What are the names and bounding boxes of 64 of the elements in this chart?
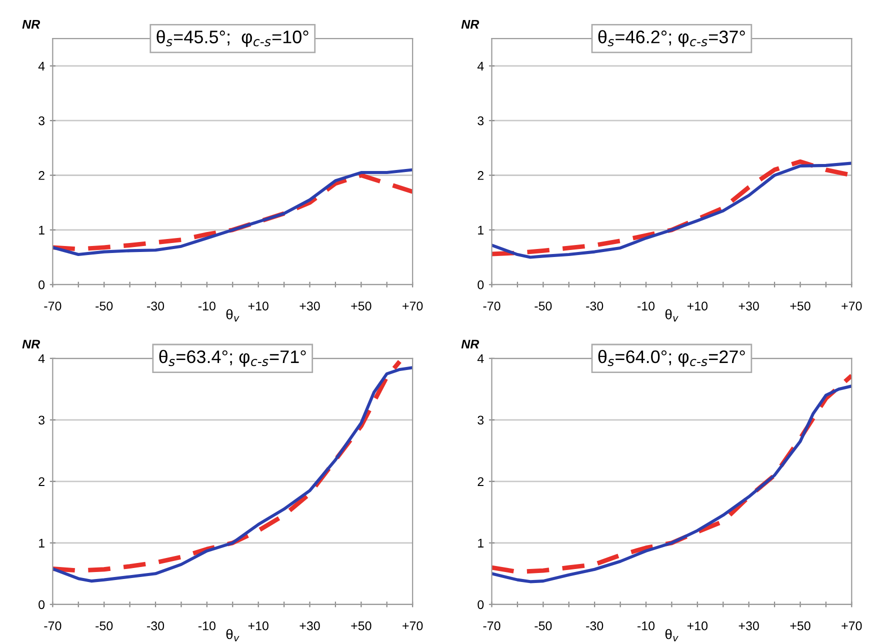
y-tick-label: 1 (39, 226, 44, 234)
y-tick-label: 1 (478, 226, 484, 234)
x-tick-label: +10 (687, 302, 708, 310)
x-axis-title: θ$_{v}$ (665, 628, 678, 642)
x-tick-label: +50 (790, 302, 810, 310)
x-tick-label: +30 (738, 621, 759, 630)
x-tick-label: -30 (586, 302, 604, 310)
y-axis-title: NR (461, 20, 480, 29)
y-tick-label: 1 (39, 538, 44, 548)
x-tick-label: +50 (351, 621, 372, 630)
x-tick-label: +10 (687, 621, 708, 630)
y-tick-label: 3 (38, 116, 44, 126)
x-tick-label: -70 (44, 302, 62, 310)
y-tick-label: 2 (38, 171, 44, 180)
y-tick-label: 4 (477, 354, 484, 363)
y-tick-label: 4 (477, 62, 484, 70)
y-axis-title: NR (461, 340, 480, 348)
x-tick-label: -70 (483, 302, 500, 310)
x-tick-label: -50 (534, 302, 552, 310)
x-tick-label: +10 (248, 302, 268, 310)
y-tick-label: 2 (38, 477, 44, 486)
y-tick-label: 0 (478, 280, 484, 290)
x-tick-label: -30 (586, 621, 604, 630)
y-tick-label: 2 (478, 171, 484, 180)
y-axis-title: NR (22, 340, 40, 348)
chart-title: θ$_{s}$=63.4°; φ$_{c‐s}$=71° (159, 350, 306, 367)
y-tick-label: 1 (478, 538, 484, 548)
x-axis-title: θ$_{v}$ (665, 309, 678, 322)
x-axis-title: θ$_{v}$ (226, 628, 240, 642)
chart-title: θ$_{s}$=46.2°; φ$_{c‐s}$=37° (598, 30, 745, 47)
y-tick-label: 2 (478, 477, 484, 486)
x-tick-label: +30 (300, 302, 320, 310)
y-tick-label: 4 (38, 62, 45, 70)
x-tick-label: -10 (198, 621, 216, 630)
y-tick-label: 3 (478, 116, 484, 126)
x-tick-label: -30 (147, 302, 164, 310)
x-tick-label: +50 (790, 621, 810, 630)
x-tick-label: +10 (248, 621, 268, 630)
chart-title: θ$_{s}$=45.5°; φ$_{c‐s}$=10° (156, 30, 308, 47)
x-tick-label: +50 (351, 302, 372, 310)
x-tick-label: -30 (147, 621, 164, 630)
x-axis-title: θ$_{v}$ (226, 309, 240, 322)
y-tick-label: 0 (38, 280, 45, 290)
x-tick-label: -10 (198, 302, 216, 310)
x-tick-label: +70 (402, 302, 423, 310)
x-tick-label: -50 (96, 302, 113, 310)
x-tick-label: -70 (483, 621, 500, 630)
chart-title: θ$_{s}$=64.0°; φ$_{c‐s}$=27° (598, 350, 745, 367)
y-tick-label: 3 (478, 416, 484, 425)
x-tick-label: +70 (842, 302, 862, 310)
y-tick-label: 3 (38, 416, 44, 425)
x-tick-label: -10 (638, 621, 655, 630)
x-tick-label: -50 (534, 621, 552, 630)
x-tick-label: -50 (96, 621, 113, 630)
y-tick-label: 4 (38, 354, 45, 363)
x-tick-label: +30 (738, 302, 759, 310)
y-tick-label: 0 (478, 600, 484, 610)
y-tick-label: 0 (38, 600, 45, 610)
x-tick-label: -10 (638, 302, 655, 310)
x-tick-label: -70 (44, 621, 62, 630)
x-tick-label: +70 (842, 621, 862, 630)
x-tick-label: +30 (300, 621, 320, 630)
x-tick-label: +70 (402, 621, 423, 630)
y-axis-title: NR (22, 20, 40, 29)
